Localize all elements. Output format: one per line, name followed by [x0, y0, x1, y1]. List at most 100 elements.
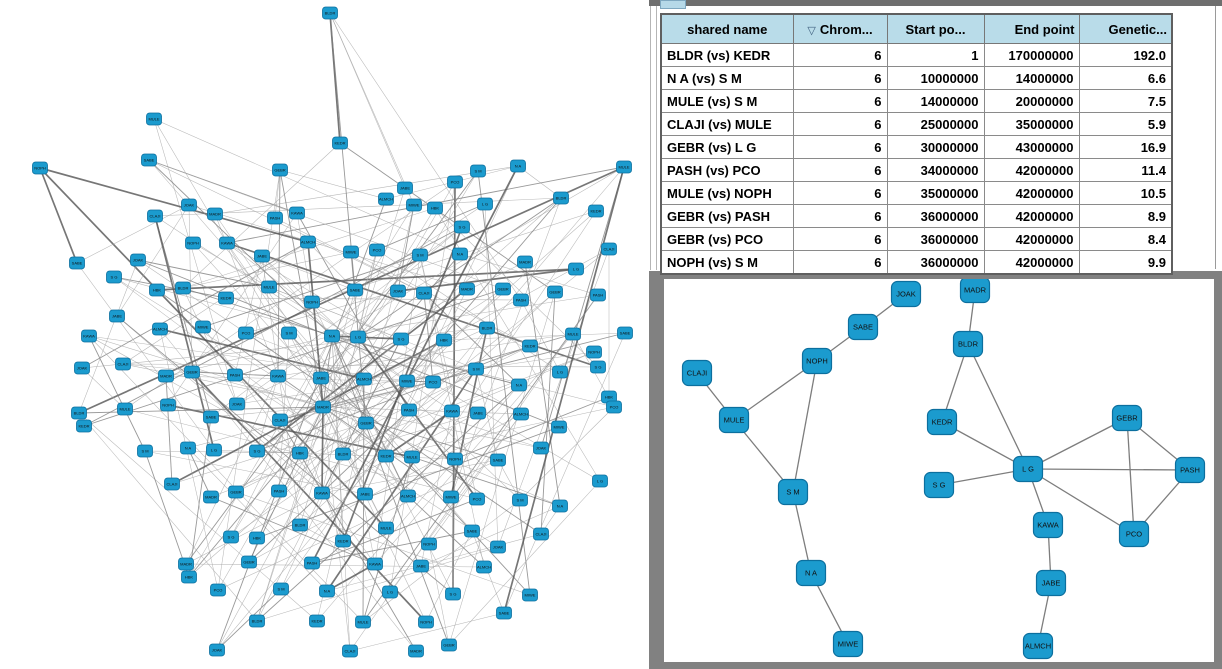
cell-genetic[interactable]: 16.9	[1078, 135, 1173, 159]
network-node[interactable]: KAWA	[314, 486, 330, 500]
column-header-chromosome[interactable]: ▽ Chrom...	[792, 13, 888, 44]
table-tab-stub[interactable]	[660, 0, 686, 9]
network-node-MADR[interactable]: MADR	[959, 279, 991, 304]
network-node-LG[interactable]: L G	[1012, 455, 1044, 483]
network-node[interactable]: NOPH	[185, 236, 201, 250]
network-node[interactable]: S M	[273, 582, 289, 596]
network-node[interactable]: ALMCH	[152, 322, 168, 336]
network-node[interactable]: BLDR	[292, 518, 308, 532]
network-node[interactable]: MULE	[146, 112, 162, 126]
cell-start_point[interactable]: 10000000	[886, 66, 985, 90]
network-node[interactable]: JOAK	[390, 284, 406, 298]
network-node[interactable]: N A	[452, 247, 468, 261]
cell-genetic[interactable]: 11.4	[1078, 158, 1173, 182]
network-node[interactable]: KAWA	[289, 206, 305, 220]
network-node[interactable]: N A	[324, 329, 340, 343]
network-node[interactable]: MIWE	[343, 245, 359, 259]
network-node[interactable]: MULE	[117, 402, 133, 416]
network-node[interactable]: PCO	[469, 492, 485, 506]
network-node[interactable]: KEDR	[335, 534, 351, 548]
cell-shared_name[interactable]: GEBR (vs) PCO	[660, 227, 794, 251]
network-node[interactable]: S G	[393, 332, 409, 346]
column-header-start_point[interactable]: Start po...	[886, 13, 985, 44]
cell-genetic[interactable]: 5.9	[1078, 112, 1173, 136]
network-node[interactable]: PCO	[447, 175, 463, 189]
network-node[interactable]: BLDR	[335, 447, 351, 461]
cell-start_point[interactable]: 34000000	[886, 158, 985, 182]
network-node[interactable]: BLDR	[71, 406, 87, 420]
network-node-MIWE[interactable]: MIWE	[832, 630, 864, 658]
cell-shared_name[interactable]: MULE (vs) S M	[660, 89, 794, 113]
network-node[interactable]: S M	[412, 248, 428, 262]
table-row[interactable]: NOPH (vs) S M 6 36000000 42000000 9.9	[660, 250, 1173, 275]
table-row[interactable]: GEBR (vs) L G 6 30000000 43000000 16.9	[660, 135, 1173, 159]
network-node[interactable]: SABE	[617, 326, 633, 340]
cell-chromosome[interactable]: 6	[792, 204, 888, 228]
network-node[interactable]: KEDR	[218, 291, 234, 305]
network-node[interactable]: GEBR	[184, 365, 200, 379]
network-node-BLDR[interactable]: BLDR	[952, 330, 984, 358]
cell-start_point[interactable]: 36000000	[886, 250, 985, 275]
network-node[interactable]: N A	[319, 584, 335, 598]
network-node[interactable]: MADR	[203, 490, 219, 504]
network-node[interactable]: NOPH	[304, 295, 320, 309]
cell-start_point[interactable]: 30000000	[886, 135, 985, 159]
network-node[interactable]: MULE	[261, 280, 277, 294]
cell-chromosome[interactable]: 6	[792, 89, 888, 113]
network-node[interactable]: N A	[510, 159, 526, 173]
table-row[interactable]: CLAJI (vs) MULE 6 25000000 35000000 5.9	[660, 112, 1173, 136]
network-node[interactable]: KEDR	[332, 136, 348, 150]
network-node[interactable]: KAWA	[444, 404, 460, 418]
network-node[interactable]: S G	[106, 270, 122, 284]
network-node[interactable]: BLDR	[175, 281, 191, 295]
network-node[interactable]: GEBR	[241, 555, 257, 569]
cell-start_point[interactable]: 25000000	[886, 112, 985, 136]
panel-divider[interactable]	[650, 0, 657, 270]
network-node[interactable]: KAWA	[219, 236, 235, 250]
network-node[interactable]: KAWA	[81, 329, 97, 343]
table-row[interactable]: GEBR (vs) PASH 6 36000000 42000000 8.9	[660, 204, 1173, 228]
network-node[interactable]: HBK	[436, 333, 452, 347]
network-detail-canvas[interactable]: JOAK SABE NOPH CLAJI MULE S M N A MIWE MADR BLDR K…	[664, 279, 1214, 662]
network-node-JABE[interactable]: JABE	[1035, 569, 1067, 597]
network-node-NOPH[interactable]: NOPH	[801, 347, 833, 375]
network-node[interactable]: L G	[477, 197, 493, 211]
network-node-ALMCH[interactable]: ALMCH	[1022, 632, 1054, 660]
network-node[interactable]: ALMCH	[476, 560, 492, 574]
cell-genetic[interactable]: 8.4	[1078, 227, 1173, 251]
network-node[interactable]: NOPH	[447, 452, 463, 466]
network-node[interactable]: CLAJI	[416, 286, 432, 300]
network-node[interactable]: L G	[568, 262, 584, 276]
cell-genetic[interactable]: 8.9	[1078, 204, 1173, 228]
cell-chromosome[interactable]: 6	[792, 135, 888, 159]
network-node[interactable]: GEBR	[495, 282, 511, 296]
network-node[interactable]: S G	[590, 360, 606, 374]
cell-end_point[interactable]: 14000000	[983, 66, 1080, 90]
network-node[interactable]: MIWE	[406, 198, 422, 212]
network-node[interactable]: S G	[445, 587, 461, 601]
network-node[interactable]: PASH	[590, 288, 606, 302]
network-node[interactable]: KAWA	[367, 557, 383, 571]
cell-start_point[interactable]: 36000000	[886, 227, 985, 251]
cell-shared_name[interactable]: GEBR (vs) PASH	[660, 204, 794, 228]
network-node[interactable]: KEDR	[522, 339, 538, 353]
network-node[interactable]: MADR	[207, 207, 223, 221]
network-node[interactable]: MIWE	[551, 420, 567, 434]
network-edge[interactable]	[1126, 417, 1135, 535]
network-node[interactable]: JABE	[470, 406, 486, 420]
network-node[interactable]: SABE	[347, 283, 363, 297]
network-node[interactable]: MADR	[517, 255, 533, 269]
network-node[interactable]: N A	[180, 441, 196, 455]
network-node[interactable]: MIWE	[522, 588, 538, 602]
network-node[interactable]: MULE	[355, 615, 371, 629]
network-node[interactable]: S G	[454, 220, 470, 234]
cell-end_point[interactable]: 42000000	[983, 227, 1080, 251]
column-header-genetic[interactable]: Genetic...	[1078, 13, 1173, 44]
column-header-shared_name[interactable]: shared name	[660, 13, 794, 44]
network-node[interactable]: KAWA	[270, 369, 286, 383]
network-node-SABE[interactable]: SABE	[847, 313, 879, 341]
network-edge[interactable]	[792, 491, 812, 574]
network-node[interactable]: HBK	[249, 531, 265, 545]
network-node[interactable]: MULE	[565, 327, 581, 341]
network-node[interactable]: L G	[382, 585, 398, 599]
